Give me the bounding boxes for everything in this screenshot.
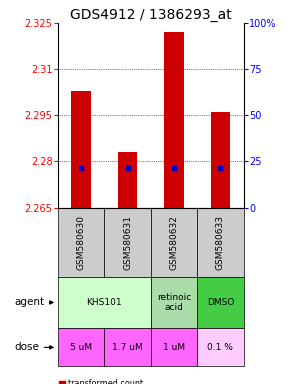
Text: GSM580630: GSM580630 bbox=[77, 215, 86, 270]
Text: dose: dose bbox=[14, 343, 53, 353]
Bar bbox=[58, 328, 104, 366]
Text: GSM580633: GSM580633 bbox=[216, 215, 225, 270]
Bar bbox=[58, 208, 104, 276]
Bar bbox=[58, 276, 151, 328]
Bar bbox=[104, 208, 151, 276]
Text: KHS101: KHS101 bbox=[87, 298, 122, 307]
Text: 5 uM: 5 uM bbox=[70, 343, 92, 352]
Bar bbox=[104, 328, 151, 366]
Bar bbox=[164, 32, 184, 207]
Bar bbox=[197, 276, 244, 328]
Text: 1 uM: 1 uM bbox=[163, 343, 185, 352]
Bar bbox=[118, 152, 137, 207]
Bar bbox=[151, 328, 197, 366]
Text: 0.1 %: 0.1 % bbox=[207, 343, 233, 352]
Bar bbox=[71, 91, 91, 207]
Text: agent: agent bbox=[14, 298, 53, 308]
Bar bbox=[151, 208, 197, 276]
Bar bbox=[197, 208, 244, 276]
Text: transformed count: transformed count bbox=[68, 379, 143, 384]
Text: retinoic
acid: retinoic acid bbox=[157, 293, 191, 312]
Bar bbox=[211, 112, 230, 207]
Bar bbox=[151, 276, 197, 328]
Title: GDS4912 / 1386293_at: GDS4912 / 1386293_at bbox=[70, 8, 232, 22]
Text: 1.7 uM: 1.7 uM bbox=[112, 343, 143, 352]
Bar bbox=[197, 328, 244, 366]
Text: GSM580632: GSM580632 bbox=[169, 215, 179, 270]
Text: DMSO: DMSO bbox=[207, 298, 234, 307]
Text: GSM580631: GSM580631 bbox=[123, 215, 132, 270]
